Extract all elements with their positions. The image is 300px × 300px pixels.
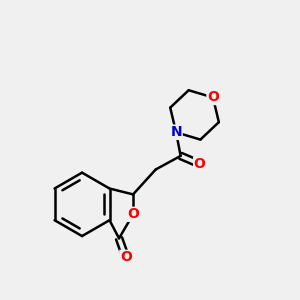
Text: O: O	[127, 207, 139, 221]
Text: O: O	[120, 250, 132, 264]
Text: N: N	[170, 125, 182, 139]
Text: O: O	[194, 157, 206, 171]
Text: N: N	[170, 125, 182, 139]
Text: O: O	[207, 91, 219, 104]
